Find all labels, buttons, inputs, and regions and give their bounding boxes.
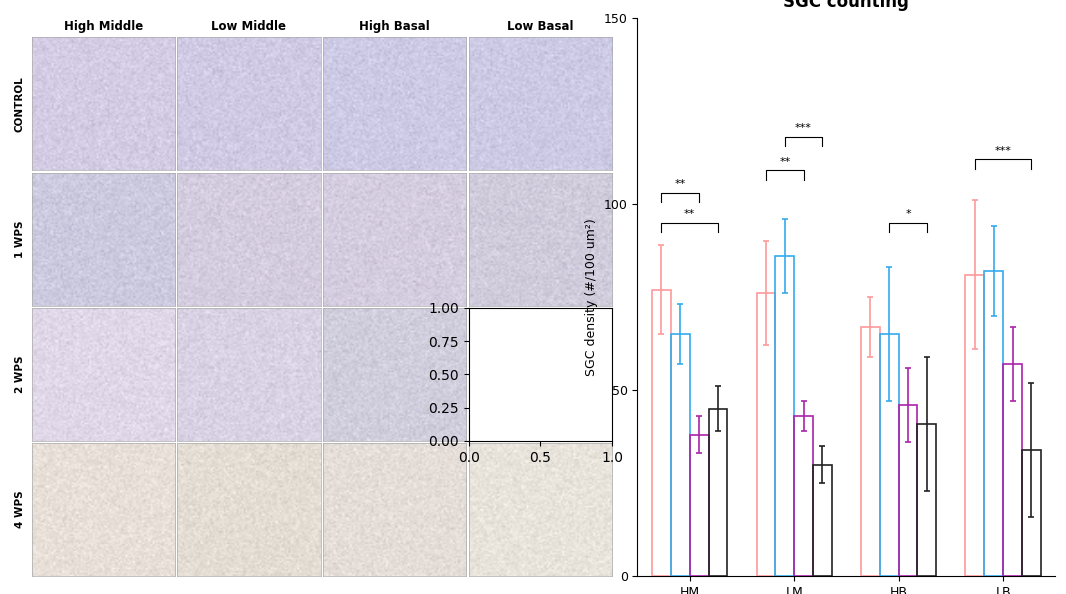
- Text: 4 WPS: 4 WPS: [15, 491, 25, 529]
- Text: Low Basal: Low Basal: [507, 20, 574, 33]
- Bar: [709, 409, 727, 576]
- Text: CONTROL: CONTROL: [15, 76, 25, 132]
- Text: 2 WPS: 2 WPS: [15, 356, 25, 393]
- Bar: [757, 293, 775, 576]
- Y-axis label: SGC density (#/100 um²): SGC density (#/100 um²): [585, 218, 598, 376]
- Text: **: **: [675, 179, 685, 189]
- Bar: [690, 435, 709, 576]
- Text: High Basal: High Basal: [359, 20, 430, 33]
- Bar: [1003, 364, 1022, 576]
- Bar: [671, 334, 690, 576]
- Text: **: **: [684, 209, 695, 219]
- Bar: [775, 256, 794, 576]
- Text: **: **: [779, 157, 790, 167]
- Text: *: *: [905, 209, 910, 219]
- Text: 1 WPS: 1 WPS: [15, 220, 25, 258]
- Bar: [966, 274, 984, 576]
- Bar: [984, 271, 1003, 576]
- Text: Low Middle: Low Middle: [211, 20, 287, 33]
- Text: High Middle: High Middle: [64, 20, 143, 33]
- Bar: [652, 289, 671, 576]
- Bar: [879, 334, 899, 576]
- Bar: [861, 327, 879, 576]
- Bar: [794, 416, 813, 576]
- Text: ***: ***: [795, 123, 812, 133]
- Bar: [899, 405, 918, 576]
- Bar: [1022, 450, 1040, 576]
- Title: SGC counting: SGC counting: [784, 0, 909, 11]
- Bar: [918, 424, 936, 576]
- Bar: [813, 465, 831, 576]
- Text: ***: ***: [995, 146, 1012, 156]
